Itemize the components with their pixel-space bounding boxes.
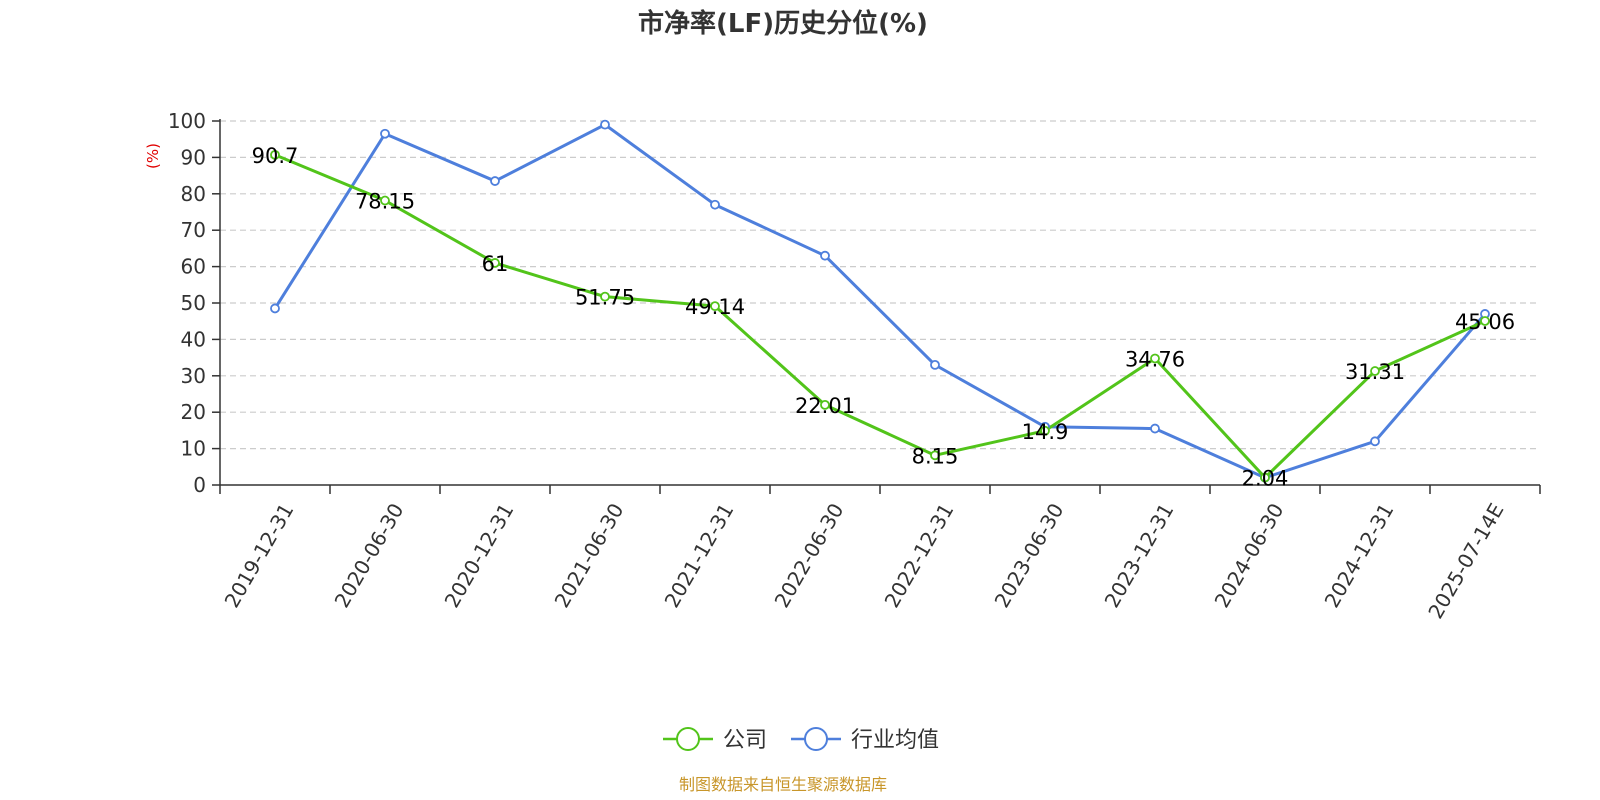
x-tick-label: 2023-06-30 — [990, 499, 1069, 612]
y-tick-label: 90 — [181, 145, 206, 169]
x-tick-label: 2021-12-31 — [660, 499, 739, 612]
series-1-point[interactable] — [600, 119, 610, 130]
series-1-point[interactable] — [820, 250, 830, 261]
series-1-point[interactable] — [380, 128, 390, 139]
x-tick-label: 2024-12-31 — [1320, 499, 1399, 612]
series-line-0 — [274, 153, 1486, 480]
series-1-point[interactable] — [270, 303, 280, 314]
data-label: 31.31 — [1345, 360, 1405, 384]
series-0-point[interactable] — [1150, 353, 1160, 364]
series-1-point[interactable] — [1370, 436, 1380, 447]
x-tick-label: 2025-07-14E — [1423, 499, 1508, 623]
grid-lines — [220, 120, 1540, 450]
series-0-point[interactable] — [1040, 425, 1050, 436]
series-1-point[interactable] — [710, 199, 720, 210]
legend-item-1[interactable]: 行业均值 — [791, 727, 939, 753]
legend-item-0[interactable]: 公司 — [663, 727, 767, 753]
y-tick-label: 30 — [181, 364, 206, 388]
x-tick-label: 2020-12-31 — [440, 499, 519, 612]
legend-marker — [804, 727, 828, 751]
data-label: 90.7 — [252, 144, 299, 168]
data-label: 22.01 — [795, 394, 855, 418]
legend[interactable]: 公司 行业均值 — [663, 727, 939, 753]
x-tick-label: 2023-12-31 — [1100, 499, 1179, 612]
y-tick-label: 50 — [181, 291, 206, 315]
series-0-point[interactable] — [710, 301, 720, 312]
data-label: 51.75 — [575, 286, 635, 310]
series-0-point[interactable] — [1260, 472, 1270, 483]
source-note: 制图数据来自恒生聚源数据库 — [679, 775, 887, 794]
series-1-point[interactable] — [490, 176, 500, 186]
series-0-point[interactable] — [270, 149, 280, 160]
series-0-point[interactable] — [1480, 316, 1490, 326]
y-tick-label: 70 — [181, 218, 206, 242]
legend-label: 公司 — [723, 728, 767, 753]
series-0-point[interactable] — [820, 399, 830, 410]
data-label: 2.04 — [1242, 467, 1289, 491]
data-label: 78.15 — [355, 190, 415, 214]
y-axis-label: (%) — [144, 143, 162, 169]
series-0-point[interactable] — [490, 258, 500, 268]
x-tick-label: 2019-12-31 — [220, 499, 299, 612]
x-tick-label: 2024-06-30 — [1210, 499, 1289, 612]
y-tick-label: 60 — [181, 255, 206, 279]
x-tick-label: 2022-06-30 — [770, 499, 849, 612]
legend-marker — [676, 727, 700, 751]
series-layer — [270, 119, 1490, 483]
series-1-point[interactable] — [930, 359, 940, 370]
legend-label: 行业均值 — [851, 728, 939, 753]
series-1-point[interactable] — [1150, 423, 1160, 434]
data-label: 61 — [482, 252, 509, 276]
x-tick-label: 2022-12-31 — [880, 499, 959, 612]
series-0-point[interactable] — [600, 291, 610, 302]
data-label: 14.9 — [1022, 420, 1069, 444]
data-labels: 90.7 78.15 61 51.75 49.14 22.01 8.15 14.9 34.76 2… — [252, 144, 1515, 491]
chart-title: 市净率(LF)历史分位(%) — [638, 8, 928, 39]
series-0-point[interactable] — [380, 195, 390, 206]
series-0-point[interactable] — [1370, 366, 1380, 376]
y-tick-label: 80 — [181, 182, 206, 206]
series-line-1 — [273, 123, 1487, 480]
y-tick-label: 10 — [181, 437, 206, 461]
data-label: 49.14 — [685, 295, 745, 319]
x-tick-label: 2020-06-30 — [330, 499, 409, 612]
data-label: 8.15 — [912, 444, 959, 468]
x-tick-label: 2021-06-30 — [550, 499, 629, 612]
series-0-point[interactable] — [930, 450, 940, 461]
data-label: 34.76 — [1125, 347, 1185, 371]
y-tick-label: 0 — [193, 473, 206, 497]
data-label: 45.06 — [1455, 310, 1515, 334]
y-tick-label: 20 — [181, 400, 206, 424]
y-tick-label: 40 — [181, 327, 206, 351]
axes: 0 10 20 30 40 50 60 70 80 90 100 2019-12-31 2020-06-… — [168, 109, 1541, 623]
y-tick-label: 100 — [168, 109, 206, 133]
